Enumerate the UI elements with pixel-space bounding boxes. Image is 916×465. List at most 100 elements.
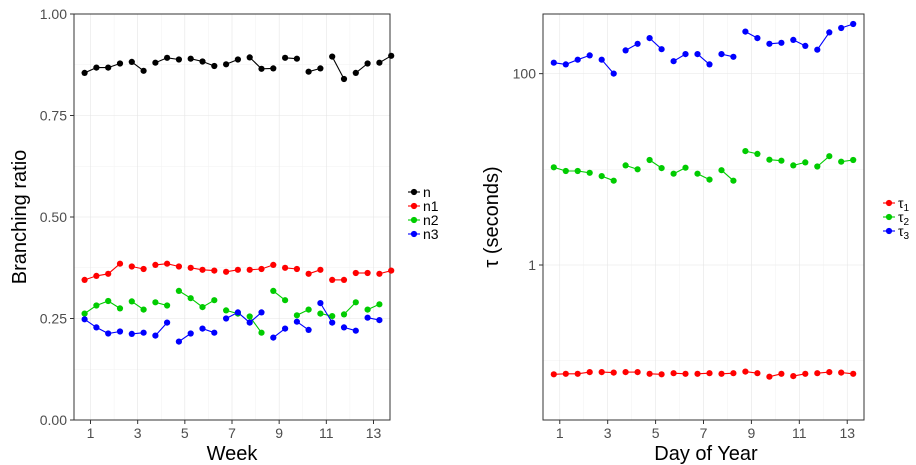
chart-panel-1: 1 3 5 7 9 11 130.000.250.500.751.00WeekBranchi…: [9, 6, 439, 465]
data-point: [164, 302, 171, 309]
data-point: [718, 167, 725, 174]
data-point: [293, 265, 300, 273]
data-point: [175, 263, 182, 270]
legend-item-n3: n3: [408, 226, 439, 242]
data-point: [814, 163, 821, 170]
data-point: [388, 267, 395, 274]
data-point: [187, 295, 194, 302]
data-point: [282, 54, 289, 61]
data-point: [550, 164, 557, 171]
data-point: [81, 310, 88, 317]
data-point: [282, 325, 289, 332]
data-point: [293, 318, 300, 325]
data-point: [658, 165, 665, 172]
x-tick-label: 1: [556, 425, 564, 441]
data-point: [270, 65, 277, 72]
data-point: [670, 58, 677, 65]
data-point: [211, 267, 218, 274]
data-point: [258, 329, 265, 336]
data-point: [105, 64, 112, 71]
data-point: [81, 276, 88, 283]
series-line: [553, 371, 590, 375]
data-point: [352, 299, 359, 306]
data-point: [305, 270, 312, 277]
data-point: [718, 51, 725, 58]
data-point: [730, 53, 737, 60]
data-point: [211, 62, 218, 70]
x-tick-label: 3: [604, 425, 612, 441]
legend-key-point: [885, 227, 893, 235]
data-point: [646, 370, 653, 377]
data-point: [754, 35, 761, 42]
data-point: [305, 326, 312, 333]
series-line: [816, 32, 830, 51]
data-point: [81, 316, 88, 323]
series-line: [225, 311, 262, 324]
series-line: [84, 263, 121, 281]
data-point: [246, 266, 253, 273]
data-point: [187, 264, 194, 271]
data-point: [790, 36, 797, 44]
legend-label: n3: [423, 226, 439, 242]
x-tick-label: 3: [134, 425, 142, 441]
data-point: [352, 69, 359, 76]
x-tick-label: 7: [228, 425, 236, 441]
data-point: [586, 169, 593, 176]
data-point: [105, 270, 112, 277]
data-point: [199, 325, 206, 332]
data-point: [718, 370, 725, 377]
data-point: [116, 60, 124, 67]
data-point: [742, 368, 749, 375]
data-point: [270, 261, 277, 268]
data-point: [838, 158, 845, 165]
data-point: [93, 302, 100, 309]
data-point: [754, 370, 761, 377]
data-point: [598, 173, 605, 180]
data-point: [223, 307, 230, 314]
legend-key-point: [410, 216, 418, 224]
data-point: [622, 369, 629, 376]
series-line: [84, 318, 121, 335]
data-point: [706, 176, 713, 183]
data-point: [850, 370, 857, 377]
data-point: [670, 370, 677, 377]
series-line: [331, 56, 345, 80]
legend-label: τ1: [898, 195, 910, 214]
data-point: [317, 65, 324, 72]
data-point: [742, 28, 749, 35]
data-point: [352, 327, 359, 334]
data-point: [246, 319, 253, 326]
x-tick-label: 7: [700, 425, 708, 441]
data-point: [175, 287, 182, 294]
data-point: [211, 329, 218, 336]
y-tick-label: 0.50: [40, 209, 67, 225]
data-point: [164, 260, 171, 267]
data-point: [128, 263, 135, 270]
x-tick-label: 9: [275, 425, 283, 441]
data-point: [634, 40, 641, 47]
data-point: [802, 370, 809, 377]
data-point: [140, 265, 147, 273]
data-point: [293, 312, 300, 319]
data-point: [610, 177, 617, 184]
data-point: [598, 56, 605, 63]
data-point: [586, 52, 593, 59]
data-point: [211, 297, 218, 304]
legend-label: n2: [423, 212, 439, 228]
data-point: [293, 55, 300, 62]
data-point: [128, 330, 135, 337]
data-point: [282, 297, 289, 304]
x-axis-title: Day of Year: [654, 443, 758, 465]
data-point: [152, 332, 159, 339]
series-n2: [81, 287, 383, 336]
data-point: [814, 370, 821, 377]
data-point: [246, 313, 253, 320]
data-point: [223, 315, 230, 322]
x-tick-label: 11: [792, 425, 807, 441]
data-point: [116, 328, 124, 335]
data-point: [682, 370, 689, 377]
data-point: [270, 334, 277, 341]
series-τ3: [550, 20, 857, 77]
data-point: [340, 311, 348, 318]
data-point: [258, 65, 265, 72]
